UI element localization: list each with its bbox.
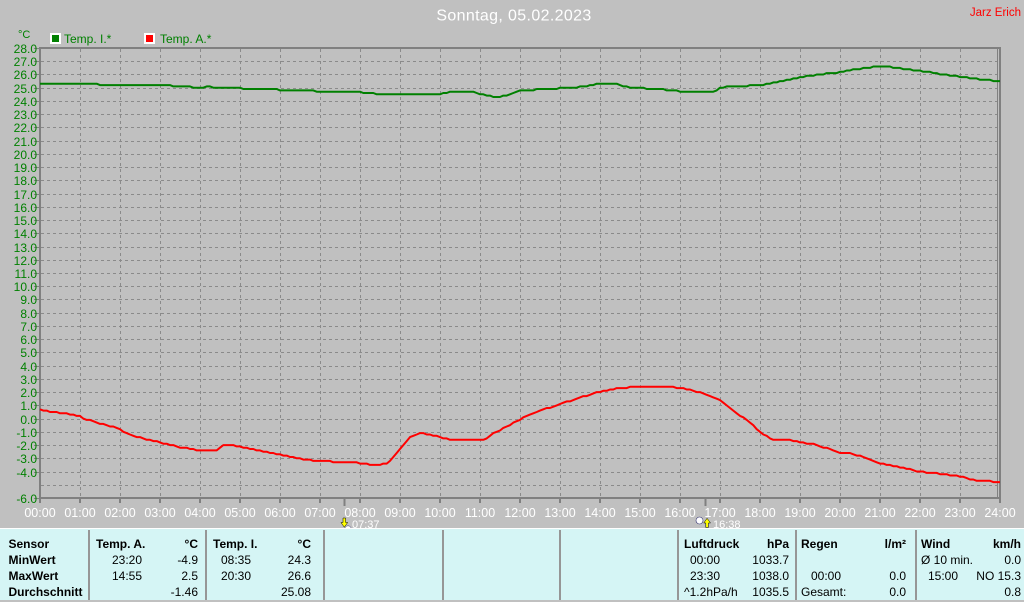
svg-text:20:00: 20:00 — [824, 506, 855, 520]
svg-text:09:00: 09:00 — [384, 506, 415, 520]
svg-text:21:00: 21:00 — [864, 506, 895, 520]
svg-text:1.0: 1.0 — [20, 399, 37, 413]
svg-text:00:00: 00:00 — [24, 506, 55, 520]
svg-text:-4.0: -4.0 — [16, 466, 37, 480]
svg-text:27.0: 27.0 — [14, 55, 38, 69]
svg-text:6.0: 6.0 — [20, 333, 37, 347]
svg-text:25.0: 25.0 — [14, 82, 38, 96]
svg-text:10:00: 10:00 — [424, 506, 455, 520]
svg-text:18.0: 18.0 — [14, 174, 38, 188]
svg-text:Jarz Erich: Jarz Erich — [970, 7, 1021, 19]
svg-text:02:00: 02:00 — [104, 506, 135, 520]
svg-text:24.0: 24.0 — [14, 95, 38, 109]
svg-text:28.0: 28.0 — [14, 42, 38, 56]
svg-text:°C: °C — [18, 29, 30, 41]
svg-text:20.0: 20.0 — [14, 148, 38, 162]
svg-text:14.0: 14.0 — [14, 227, 38, 241]
svg-text:0.0: 0.0 — [20, 413, 37, 427]
svg-text:11:00: 11:00 — [465, 506, 495, 520]
svg-text:16.0: 16.0 — [14, 201, 38, 215]
svg-text:16:00: 16:00 — [664, 506, 695, 520]
svg-text:21.0: 21.0 — [14, 135, 38, 149]
svg-text:23:00: 23:00 — [944, 506, 975, 520]
svg-text:24:00: 24:00 — [984, 506, 1015, 520]
svg-text:05:00: 05:00 — [224, 506, 255, 520]
svg-text:23.0: 23.0 — [14, 108, 38, 122]
svg-text:19:00: 19:00 — [784, 506, 815, 520]
svg-text:07:00: 07:00 — [304, 506, 335, 520]
svg-text:-6.0: -6.0 — [16, 492, 37, 506]
svg-text:8.0: 8.0 — [20, 307, 37, 321]
svg-text:Temp. I.*: Temp. I.* — [64, 32, 112, 46]
svg-text:17:00: 17:00 — [704, 506, 735, 520]
svg-text:17.0: 17.0 — [14, 188, 38, 202]
svg-text:5.0: 5.0 — [20, 346, 37, 360]
svg-text:Temp. A.*: Temp. A.* — [160, 32, 212, 46]
svg-text:13:00: 13:00 — [544, 506, 575, 520]
svg-text:13.0: 13.0 — [14, 241, 38, 255]
svg-text:22.0: 22.0 — [14, 121, 38, 135]
svg-text:9.0: 9.0 — [20, 293, 37, 307]
svg-text:08:00: 08:00 — [344, 506, 375, 520]
svg-text:11.0: 11.0 — [15, 267, 38, 281]
svg-text:06:00: 06:00 — [264, 506, 295, 520]
svg-text:2.0: 2.0 — [20, 386, 37, 400]
svg-text:15:00: 15:00 — [624, 506, 655, 520]
svg-text:04:00: 04:00 — [184, 506, 215, 520]
svg-text:15.0: 15.0 — [14, 214, 38, 228]
svg-text:7.0: 7.0 — [20, 320, 37, 334]
svg-text:3.0: 3.0 — [20, 373, 37, 387]
svg-text:19.0: 19.0 — [14, 161, 38, 175]
svg-text:-3.0: -3.0 — [16, 452, 37, 466]
svg-text:-2.0: -2.0 — [16, 439, 37, 453]
svg-text:22:00: 22:00 — [904, 506, 935, 520]
svg-text:03:00: 03:00 — [144, 506, 175, 520]
svg-text:18:00: 18:00 — [744, 506, 775, 520]
svg-text:12.0: 12.0 — [14, 254, 38, 268]
svg-text:Sonntag, 05.02.2023: Sonntag, 05.02.2023 — [436, 8, 591, 25]
svg-text:26.0: 26.0 — [14, 68, 38, 82]
svg-text:12:00: 12:00 — [504, 506, 535, 520]
svg-text:01:00: 01:00 — [64, 506, 95, 520]
svg-text:10.0: 10.0 — [14, 280, 38, 294]
svg-text:4.0: 4.0 — [20, 360, 37, 374]
svg-text:14:00: 14:00 — [584, 506, 615, 520]
svg-text:-1.0: -1.0 — [16, 426, 37, 440]
